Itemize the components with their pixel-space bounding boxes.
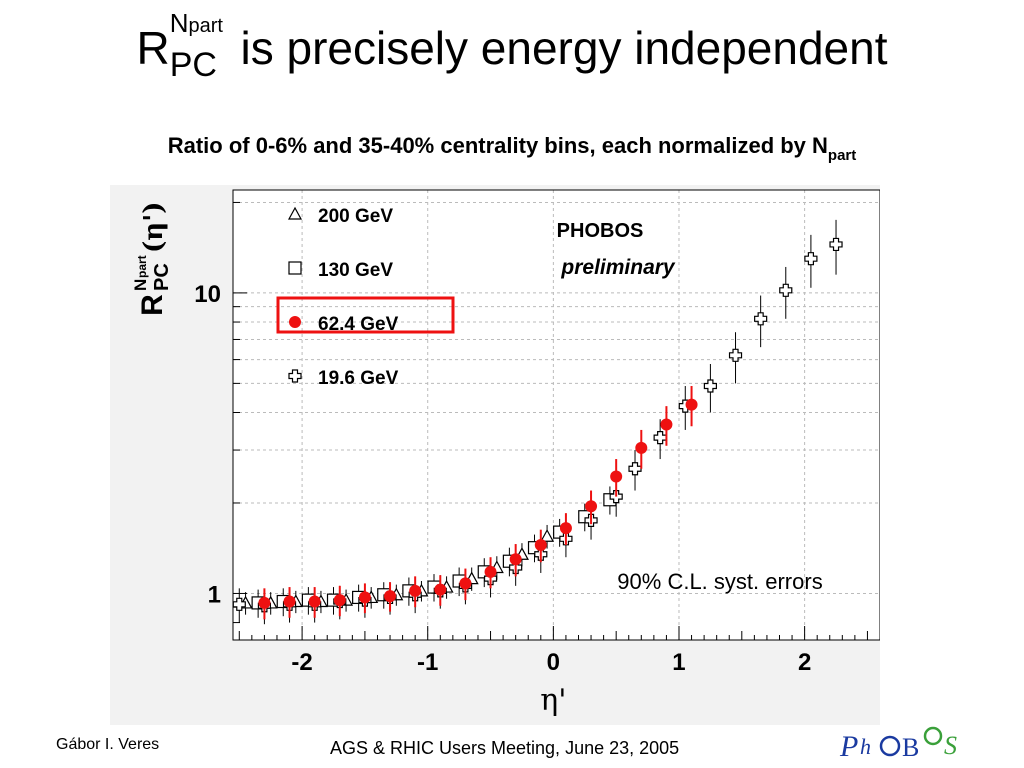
author-name: Gábor I. Veres <box>56 736 160 753</box>
svg-text:h: h <box>860 734 871 759</box>
rpc-superscript-n: N <box>169 8 189 38</box>
point-62-4-gev <box>559 522 572 535</box>
point-19-6-gev <box>703 379 717 393</box>
point-62-4-gev <box>534 538 547 551</box>
x-tick-label: -1 <box>417 649 438 676</box>
legend-label: 130 GeV <box>318 260 393 281</box>
point-62-4-gev <box>685 398 698 411</box>
x-tick-label: 1 <box>672 649 685 676</box>
svg-text:B: B <box>902 733 919 762</box>
point-62-4-gev <box>409 584 422 597</box>
legend-marker <box>288 261 302 275</box>
x-tick-label: 2 <box>798 649 811 676</box>
point-62-4-gev <box>660 418 673 431</box>
x-axis-label: η' <box>540 683 566 718</box>
point-62-4-gev <box>434 583 447 596</box>
meeting-info: AGS & RHIC Users Meeting, June 23, 2005 <box>330 738 680 758</box>
x-tick-label: 0 <box>547 649 560 676</box>
point-19-6-gev <box>728 348 743 362</box>
point-62-4-gev <box>635 441 648 454</box>
point-62-4-gev <box>610 470 623 483</box>
point-62-4-gev <box>333 594 346 607</box>
point-62-4-gev <box>509 553 522 566</box>
legend-marker <box>289 316 301 328</box>
point-19-6-gev <box>653 431 667 445</box>
subtitle-text: Ratio of 0-6% and 35-40% centrality bins… <box>167 133 828 158</box>
preliminary-label: preliminary <box>560 256 676 279</box>
y-axis-label-r: R <box>136 294 169 316</box>
point-200-gev <box>540 528 555 542</box>
point-62-4-gev <box>258 596 271 609</box>
slide-subtitle: Ratio of 0-6% and 35-40% centrality bins… <box>0 133 1024 164</box>
title-text: is precisely energy independent <box>227 22 888 74</box>
svg-text:S: S <box>944 731 957 760</box>
syst-errors-label: 90% C.L. syst. errors <box>617 569 822 594</box>
legend-label: 62.4 GeV <box>318 314 399 335</box>
point-62-4-gev <box>308 595 321 608</box>
y-axis-label-sup-part: part <box>135 255 149 278</box>
legend-highlight-box <box>276 296 455 334</box>
y-axis-label-sub: PC <box>151 263 173 291</box>
x-tick-label: -2 <box>291 649 312 676</box>
legend-label: 200 GeV <box>318 206 393 227</box>
point-19-6-gev <box>779 283 793 297</box>
point-19-6-gev <box>232 597 246 611</box>
point-62-4-gev <box>459 577 472 590</box>
rpc-superscript-part: part <box>188 15 223 37</box>
phobos-label: PHOBOS <box>557 220 644 242</box>
point-19-6-gev <box>754 312 768 326</box>
plot-area <box>233 190 880 640</box>
point-62-4-gev <box>484 565 497 578</box>
point-62-4-gev <box>358 591 371 604</box>
point-62-4-gev <box>384 590 397 603</box>
phobos-logo: P h B S <box>839 726 957 763</box>
y-tick-label: 1 <box>208 581 221 608</box>
point-62-4-gev <box>585 500 598 513</box>
point-19-6-gev <box>829 237 843 252</box>
legend-marker <box>287 206 303 220</box>
rpc-symbol: R Npart PC <box>136 8 228 82</box>
plot-frame <box>232 189 880 641</box>
point-19-6-gev <box>628 462 642 476</box>
point-62-4-gev <box>283 595 296 608</box>
rpc-r: R <box>136 22 170 74</box>
subtitle-subscript: part <box>827 147 857 164</box>
point-19-6-gev <box>609 490 623 504</box>
logo-text: P <box>839 730 858 763</box>
legend-marker <box>288 369 302 383</box>
slide-title: R Npart PC is precisely energy independent <box>0 8 1024 82</box>
legend-label: 19.6 GeV <box>318 368 399 389</box>
rpc-subscript: PC <box>169 46 217 84</box>
point-19-6-gev <box>804 252 818 266</box>
y-axis-label-paren: (η') <box>139 202 169 253</box>
y-tick-label: 10 <box>194 281 221 308</box>
y-axis-label-sup: N <box>131 279 150 291</box>
